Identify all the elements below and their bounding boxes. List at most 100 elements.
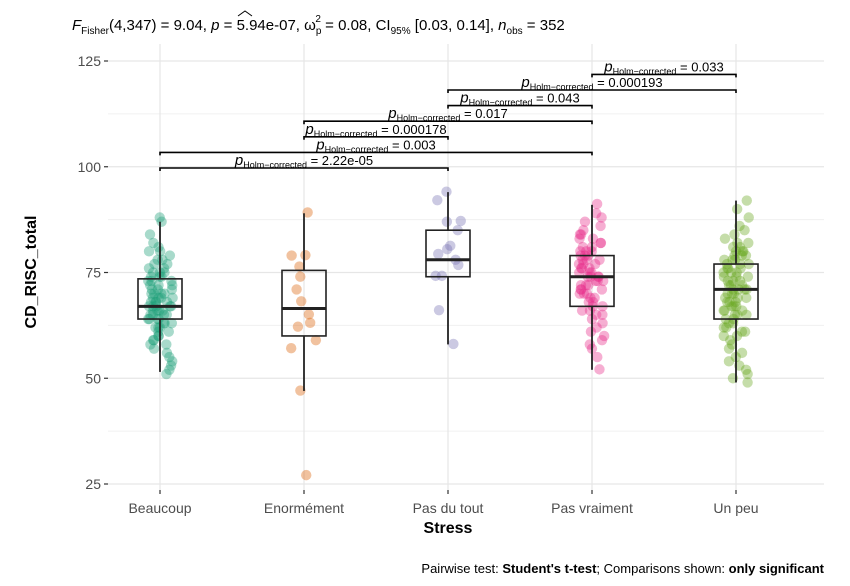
data-point bbox=[295, 385, 306, 396]
data-point bbox=[738, 246, 749, 257]
data-point bbox=[718, 267, 729, 278]
data-point bbox=[592, 351, 603, 363]
data-point bbox=[585, 326, 597, 337]
data-point bbox=[310, 334, 322, 346]
p-symbol: p bbox=[520, 74, 529, 91]
p-value: = 0.017 bbox=[460, 106, 507, 121]
data-point bbox=[159, 267, 170, 278]
data-point bbox=[718, 322, 730, 333]
data-point bbox=[722, 263, 733, 274]
data-point bbox=[575, 246, 586, 257]
data-point bbox=[730, 296, 741, 308]
data-point bbox=[441, 244, 453, 255]
data-point bbox=[596, 212, 607, 223]
data-point bbox=[294, 261, 305, 272]
p-subscript: Holm−corrected bbox=[469, 98, 533, 108]
data-point bbox=[146, 284, 158, 295]
box bbox=[425, 229, 471, 278]
data-point bbox=[731, 267, 742, 278]
data-point bbox=[718, 330, 729, 342]
data-point bbox=[742, 377, 753, 388]
data-point bbox=[285, 343, 297, 354]
data-point bbox=[592, 275, 603, 287]
data-point bbox=[436, 270, 448, 282]
data-point bbox=[719, 305, 730, 316]
data-point bbox=[597, 309, 608, 320]
data-point bbox=[740, 364, 752, 375]
data-point bbox=[732, 292, 743, 304]
data-point bbox=[587, 233, 599, 244]
data-point bbox=[725, 267, 737, 278]
omega-hat bbox=[237, 10, 253, 17]
data-point bbox=[161, 309, 172, 320]
data-point bbox=[146, 288, 157, 299]
data-point bbox=[161, 296, 173, 308]
y-tick-label: 100 bbox=[78, 159, 102, 175]
data-point bbox=[590, 208, 602, 219]
boxes bbox=[137, 192, 759, 391]
data-point bbox=[574, 233, 585, 244]
data-point bbox=[722, 275, 733, 287]
data-point bbox=[166, 356, 178, 367]
data-point bbox=[575, 279, 587, 291]
comparison-label: pHolm−corrected = 0.000178 bbox=[304, 121, 446, 139]
data-point bbox=[161, 339, 172, 350]
p-subscript: Holm−corrected bbox=[243, 160, 307, 170]
data-point bbox=[737, 279, 748, 291]
grid-lines bbox=[108, 44, 824, 490]
p-symbol: p bbox=[459, 90, 468, 107]
data-point bbox=[455, 215, 466, 227]
data-point bbox=[729, 229, 740, 240]
data-point bbox=[432, 194, 443, 206]
data-point bbox=[143, 263, 155, 274]
x-tick-label: Enormément bbox=[264, 500, 344, 516]
data-point bbox=[722, 288, 733, 299]
data-point bbox=[720, 292, 731, 304]
box bbox=[281, 269, 327, 337]
data-point bbox=[725, 334, 736, 346]
data-point bbox=[150, 296, 161, 308]
data-point bbox=[303, 309, 315, 320]
data-point bbox=[441, 186, 452, 197]
data-point bbox=[741, 195, 752, 206]
data-point bbox=[153, 279, 164, 291]
data-point bbox=[735, 263, 746, 274]
data-point bbox=[148, 334, 160, 346]
data-point bbox=[736, 326, 748, 337]
data-point bbox=[719, 233, 731, 244]
p-symbol: p bbox=[387, 105, 396, 122]
data-point bbox=[573, 258, 585, 270]
data-point bbox=[156, 288, 167, 299]
data-point bbox=[304, 317, 316, 329]
data-point bbox=[153, 330, 164, 342]
data-point bbox=[167, 292, 178, 304]
comparison-bracket bbox=[159, 151, 593, 156]
data-point bbox=[291, 284, 302, 295]
data-point bbox=[164, 250, 176, 261]
data-point bbox=[578, 258, 589, 270]
data-point bbox=[581, 254, 592, 266]
data-point bbox=[594, 254, 605, 266]
y-tick-label: 75 bbox=[85, 265, 101, 281]
data-point bbox=[453, 259, 464, 271]
data-points bbox=[143, 186, 754, 481]
data-point bbox=[158, 318, 170, 329]
data-point bbox=[156, 216, 167, 227]
comparison-label: pHolm−corrected = 2.22e-05 bbox=[234, 152, 373, 170]
data-point bbox=[723, 356, 735, 367]
data-point bbox=[152, 305, 163, 316]
data-point bbox=[581, 246, 592, 257]
data-point bbox=[585, 292, 596, 304]
box bbox=[137, 278, 183, 320]
p-value: = 0.003 bbox=[388, 137, 435, 152]
data-point bbox=[731, 203, 743, 215]
data-point bbox=[159, 288, 170, 299]
data-point bbox=[740, 250, 752, 261]
data-point bbox=[578, 288, 590, 299]
data-point bbox=[147, 309, 159, 320]
data-point bbox=[598, 330, 610, 342]
data-point bbox=[731, 301, 742, 312]
data-point bbox=[596, 284, 608, 295]
y-tick-label: 25 bbox=[85, 476, 101, 492]
x-axis-title: Stress bbox=[424, 520, 473, 537]
